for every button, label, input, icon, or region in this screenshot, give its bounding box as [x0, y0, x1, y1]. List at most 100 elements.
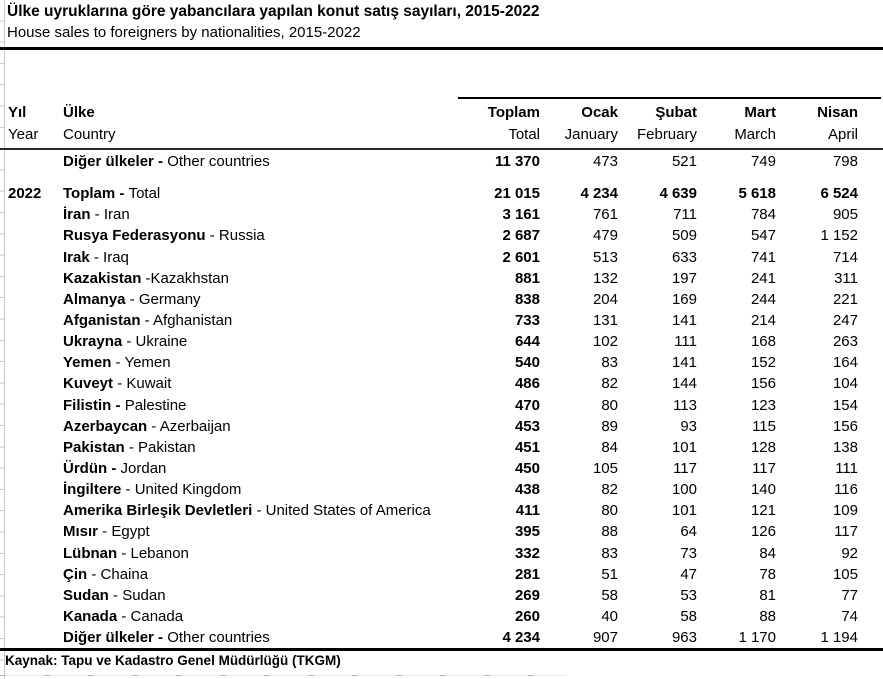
country-cell: Diğer ülkeler - Other countries [63, 627, 459, 648]
value-cell: 470 [514, 396, 540, 414]
country-name-turkish: Azerbaycan [63, 417, 148, 435]
value-cell: 963 [671, 629, 697, 647]
country-name-turkish: Kazakistan [63, 269, 142, 287]
value-cell: 82 [601, 481, 618, 499]
country-cell: Almanya - Germany [63, 289, 459, 310]
country-name-english: Iran [103, 206, 130, 224]
country-name-turkish: Kanada [63, 607, 118, 625]
value-cell: 332 [514, 544, 540, 562]
month-header-tr: Ocak [581, 104, 618, 121]
value-cell: 126 [750, 523, 776, 541]
value-cell: 77 [841, 586, 858, 604]
table-row: Kanada - Canada 260 40 58 88 74 [0, 606, 883, 627]
value-cell: 438 [514, 481, 540, 499]
page-title-english: House sales to foreigners by nationaliti… [7, 24, 361, 41]
value-cell: 11 370 [494, 153, 540, 170]
country-cell: Kanada - Canada [63, 606, 459, 627]
value-cell: 89 [601, 417, 618, 435]
source-note: Kaynak: Tapu ve Kadastro Genel Müdürlüğü… [5, 653, 341, 668]
country-name-separator: - [117, 544, 131, 562]
value-cell: 113 [673, 396, 697, 414]
country-name-separator: - [108, 586, 123, 604]
value-cell: 838 [514, 290, 540, 308]
table-row: Kuveyt - Kuwait 486 82 144 156 104 [0, 373, 883, 394]
country-name-english: Total [128, 185, 161, 203]
value-cell: 1 152 [820, 227, 858, 245]
value-cell: 21 015 [494, 185, 540, 203]
value-cell: 141 [671, 311, 697, 329]
value-cell: 5 618 [738, 185, 776, 203]
value-cell: 2 687 [502, 227, 540, 245]
table-row: Sudan - Sudan 269 58 53 81 77 [0, 585, 883, 606]
value-cell: 132 [592, 269, 618, 287]
value-cell: 83 [601, 544, 618, 562]
country-name-turkish: Sudan [63, 586, 109, 604]
value-cell: 116 [834, 481, 858, 499]
country-name-turkish: Amerika Birleşik Devletleri [63, 502, 253, 520]
value-cell: 521 [671, 153, 697, 170]
value-cell: 2 601 [502, 248, 540, 266]
value-cell: 269 [514, 586, 540, 604]
value-cell: 64 [680, 523, 697, 541]
header-bottom-rule [0, 148, 883, 150]
value-cell: 907 [592, 629, 618, 647]
value-cell: 81 [759, 586, 776, 604]
value-cell: 82 [601, 375, 618, 393]
value-cell: 204 [592, 290, 618, 308]
country-name-turkish: Lübnan [63, 544, 118, 562]
country-name-english: Ukraine [135, 333, 188, 351]
country-name-turkish: Mısır [63, 523, 99, 541]
value-cell: 4 639 [659, 185, 697, 203]
page-title-turkish: Ülke uyruklarına göre yabancılara yapıla… [7, 3, 540, 20]
value-cell: 881 [514, 269, 540, 287]
value-cell: 111 [835, 459, 858, 477]
table-body: Diğer ülkeler - Other countries 11 370 47 3… [0, 151, 883, 648]
month-header-tr: Şubat [655, 104, 697, 121]
value-cell: 905 [832, 206, 858, 224]
country-name-separator: - [124, 438, 139, 456]
country-name-english: Iraq [103, 248, 129, 266]
value-cell: 509 [671, 227, 697, 245]
country-name-turkish: Filistin [63, 396, 112, 414]
value-cell: 58 [601, 586, 618, 604]
value-cell: 513 [592, 248, 618, 266]
table-row: Irak - Iraq 2 601 513 633 741 714 [0, 247, 883, 268]
country-cell: Diğer ülkeler - Other countries [63, 151, 459, 172]
country-cell: Yemen - Yemen [63, 352, 459, 373]
table-row: Diğer ülkeler - Other countries 11 370 473… [0, 151, 883, 172]
value-cell: 141 [671, 354, 697, 372]
country-name-separator: - [111, 354, 125, 372]
country-cell: Çin - Chaina [63, 564, 459, 585]
country-name-separator: - [252, 502, 266, 520]
value-cell: 247 [832, 311, 858, 329]
table-bottom-rule [0, 648, 883, 651]
country-cell: Lübnan - Lebanon [63, 543, 459, 564]
value-cell: 540 [514, 354, 540, 372]
country-name-english: Pakistan [138, 438, 196, 456]
value-cell: 281 [514, 565, 540, 583]
value-cell: 644 [514, 333, 540, 351]
country-cell: Rusya Federasyonu - Russia [63, 225, 459, 246]
value-cell: 111 [674, 333, 697, 351]
value-cell: 73 [680, 544, 697, 562]
country-name-turkish: Toplam [63, 185, 116, 203]
value-cell: 51 [601, 565, 618, 583]
country-name-separator: - [98, 523, 112, 541]
value-cell: 117 [834, 523, 858, 541]
country-column-header-en: Country [63, 126, 116, 143]
value-cell: 156 [832, 417, 858, 435]
value-cell: 197 [671, 269, 697, 287]
value-cell: 451 [514, 438, 540, 456]
country-name-english: Russia [218, 227, 265, 245]
value-cell: 93 [680, 417, 697, 435]
value-cell: 88 [759, 607, 776, 625]
value-cell: 453 [514, 417, 540, 435]
month-header-en: Total [508, 126, 540, 143]
country-cell: Kazakistan -Kazakhstan [63, 268, 459, 289]
value-cell: 84 [601, 438, 618, 456]
country-name-turkish: Afganistan [63, 311, 141, 329]
country-name-separator: - [122, 333, 136, 351]
value-cell: 47 [680, 565, 697, 583]
value-cell: 547 [750, 227, 776, 245]
